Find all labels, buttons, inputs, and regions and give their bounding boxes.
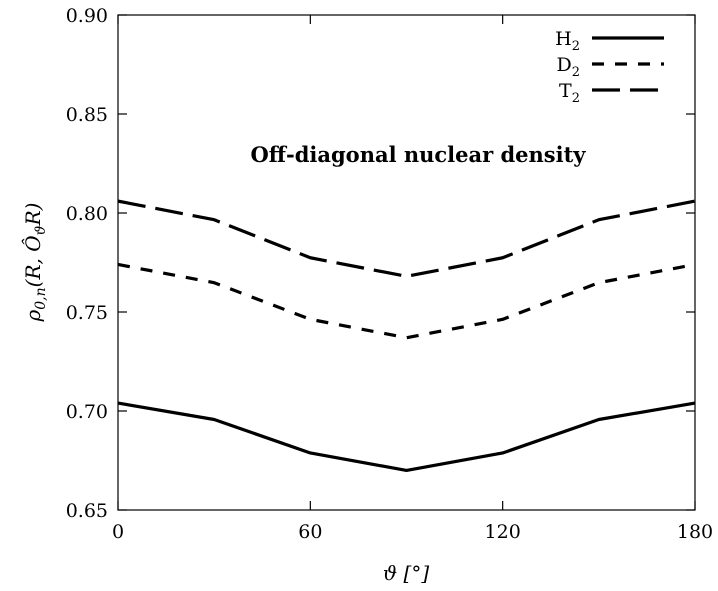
y-axis-label-arg-sub: ϑ	[33, 225, 49, 235]
x-tick-labels: 0 60 120 180	[112, 521, 713, 543]
y-axis-label-symbol: ρ	[21, 310, 45, 323]
legend-label: H2	[555, 28, 580, 54]
x-tick-label: 60	[298, 521, 322, 543]
series-line-t2	[117, 199, 696, 278]
y-tick-label: 0.90	[66, 5, 108, 27]
plot-frame	[117, 14, 696, 511]
y-tick-label: 0.75	[66, 302, 108, 324]
x-tick-label: 120	[485, 521, 521, 543]
y-axis-label: ρ0,n(R, ÔϑR)	[20, 202, 49, 322]
x-axis-label: ϑ [°]	[383, 561, 429, 585]
series-line-h2	[117, 401, 696, 472]
x-tick-label: 0	[112, 521, 124, 543]
axis-ticks	[117, 14, 696, 511]
y-axis-label-sub: 0,n	[33, 287, 49, 309]
legend-label: D2	[556, 54, 580, 80]
chart-annotation: Off-diagonal nuclear density	[250, 142, 586, 167]
series-lines	[117, 199, 696, 472]
y-tick-label: 0.70	[66, 401, 108, 423]
legend-label: T2	[559, 80, 580, 106]
y-tick-label: 0.85	[66, 104, 108, 126]
y-axis-label-arg-end: R)	[21, 202, 45, 226]
y-tick-label: 0.65	[66, 500, 108, 522]
x-tick-label: 180	[677, 521, 713, 543]
y-tick-labels: 0.65 0.70 0.75 0.80 0.85 0.90	[66, 5, 108, 522]
y-axis-label-arg: (R, Ô	[20, 235, 45, 287]
series-line-d2	[117, 262, 696, 340]
y-tick-label: 0.80	[66, 203, 108, 225]
